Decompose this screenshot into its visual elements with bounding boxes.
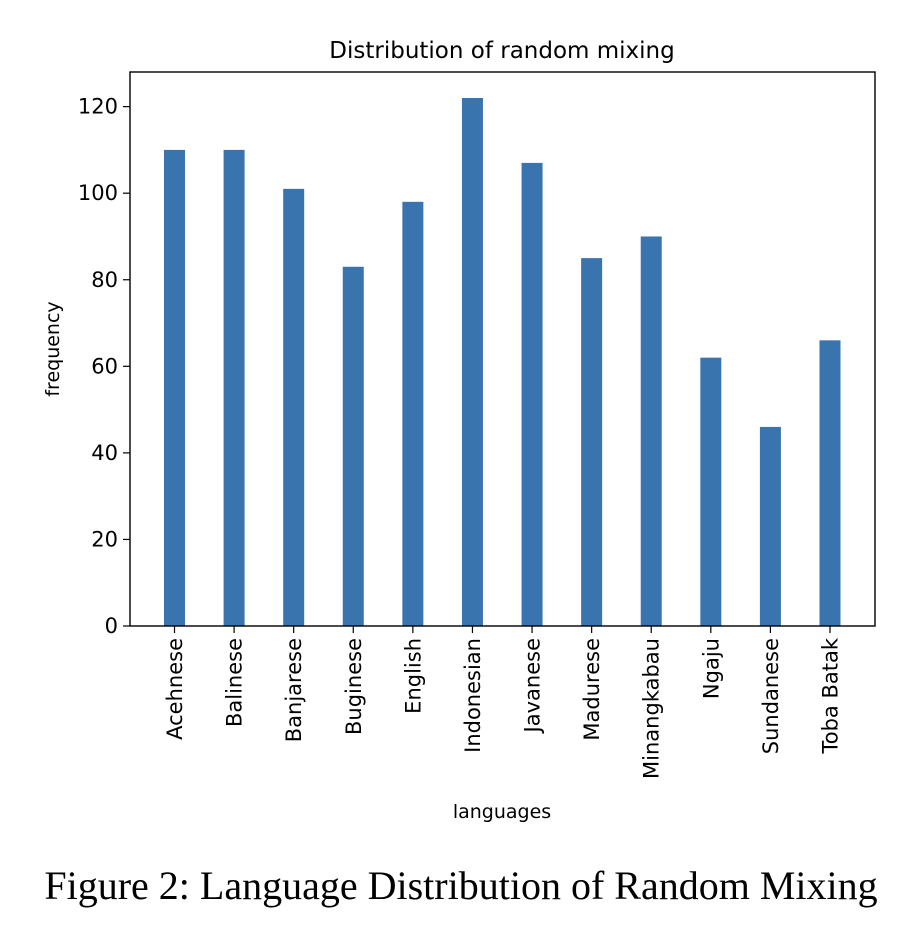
x-tick-label: Sundanese (759, 638, 783, 754)
y-axis-label: frequency (42, 301, 64, 396)
figure-caption: Figure 2: Language Distribution of Rando… (44, 863, 878, 908)
bar (759, 426, 781, 626)
bar (521, 162, 543, 626)
x-tick-label: Ngaju (699, 638, 723, 699)
bars (164, 97, 841, 627)
x-tick-label: Toba Batak (819, 637, 843, 754)
x-tick-label: Acehnese (163, 638, 187, 740)
y-tick-label: 80 (91, 268, 118, 292)
y-tick-label: 120 (78, 95, 118, 119)
bar (402, 201, 424, 626)
x-tick-label: Indonesian (461, 638, 485, 753)
x-tick-label: Banjarese (282, 638, 306, 742)
y-tick-label: 60 (91, 354, 118, 378)
chart-title: Distribution of random mixing (329, 38, 674, 64)
plot-frame (129, 71, 876, 627)
y-tick-label: 20 (91, 527, 118, 551)
y-tick-label: 100 (78, 181, 118, 205)
x-tick-label: English (401, 638, 425, 714)
bar-chart: Distribution of random mixing 0 20 40 60 80 1… (42, 38, 876, 823)
x-tick-label: Buginese (342, 638, 366, 735)
bar (581, 258, 603, 626)
x-tick-label: Madurese (580, 638, 604, 741)
bar (342, 266, 364, 626)
bar (283, 188, 305, 627)
bar (461, 97, 483, 627)
x-tick-label: Javanese (521, 638, 545, 734)
bar (223, 149, 245, 626)
y-tick-label: 0 (105, 614, 118, 638)
bar (640, 236, 662, 626)
y-axis: 0 20 40 60 80 100 120 (78, 95, 130, 638)
y-tick-label: 40 (91, 441, 118, 465)
x-axis: Acehnese Balinese Banjarese Buginese English… (163, 626, 843, 779)
bar (164, 149, 185, 626)
x-axis-label: languages (453, 801, 551, 823)
x-tick-label: Minangkabau (640, 638, 664, 779)
bar (819, 340, 841, 626)
bar (700, 357, 722, 626)
x-tick-label: Balinese (223, 638, 247, 727)
